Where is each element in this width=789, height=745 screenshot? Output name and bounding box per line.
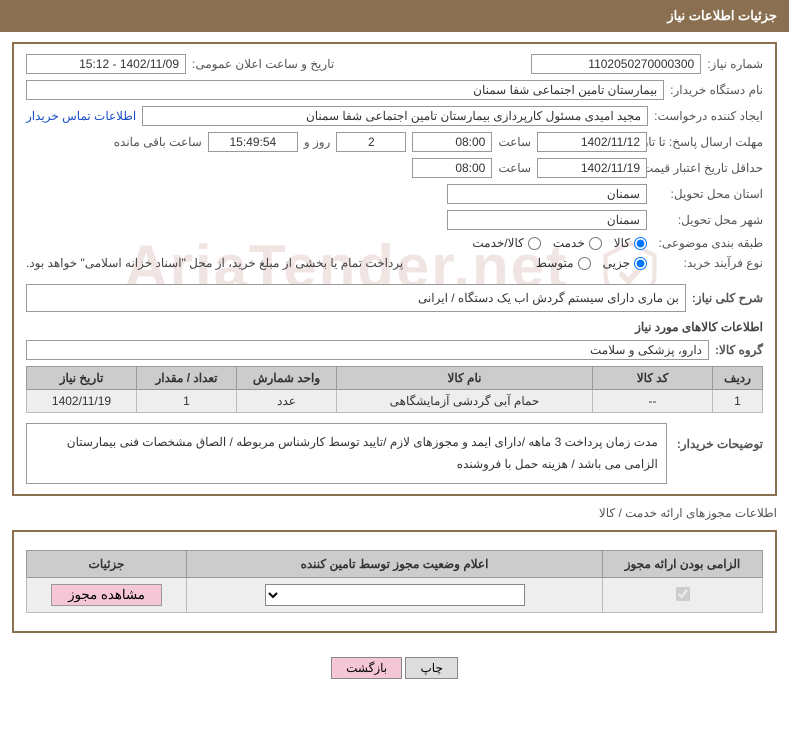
buyer-org-label: نام دستگاه خریدار: xyxy=(670,83,763,97)
city-label: شهر محل تحویل: xyxy=(653,213,763,227)
time-suffix: ساعت باقی مانده xyxy=(114,135,202,149)
table-cell: عدد xyxy=(237,390,337,413)
buy-medium-option[interactable]: متوسط xyxy=(536,256,591,270)
requester-label: ایجاد کننده درخواست: xyxy=(654,109,763,123)
license-row: مشاهده مجوز xyxy=(27,578,763,613)
row-buyer-org: نام دستگاه خریدار: بیمارستان تامین اجتما… xyxy=(26,80,763,100)
time-remaining-field: 15:49:54 xyxy=(208,132,298,152)
view-license-button[interactable]: مشاهده مجوز xyxy=(51,584,162,606)
table-cell: 1 xyxy=(713,390,763,413)
reply-deadline-label: مهلت ارسال پاسخ: تا تاریخ: xyxy=(653,135,763,149)
buyer-notes-label: توضیحات خریدار: xyxy=(677,423,763,451)
back-button[interactable]: بازگشت xyxy=(331,657,402,679)
goods-group-field: دارو، پزشکی و سلامت xyxy=(26,340,709,360)
row-reply-deadline: مهلت ارسال پاسخ: تا تاریخ: 1402/11/12 سا… xyxy=(26,132,763,152)
days-remaining-field: 2 xyxy=(336,132,406,152)
cat-goods-radio[interactable] xyxy=(634,237,647,250)
row-category: طبقه بندی موضوعی: کالا خدمت کالا/خدمت xyxy=(26,236,763,250)
time-label-2: ساعت xyxy=(498,161,531,175)
col-row: ردیف xyxy=(713,367,763,390)
license-col-detail: جزئیات xyxy=(27,551,187,578)
buy-partial-radio[interactable] xyxy=(634,257,647,270)
buy-partial-label: جزیی xyxy=(603,256,630,270)
table-row: 1--حمام آبی گردشی آزمایشگاهیعدد11402/11/… xyxy=(27,390,763,413)
goods-table: ردیف کد کالا نام کالا واحد شمارش تعداد /… xyxy=(26,366,763,413)
cat-goods-label: کالا xyxy=(614,236,630,250)
goods-table-header-row: ردیف کد کالا نام کالا واحد شمارش تعداد /… xyxy=(27,367,763,390)
days-suffix: روز و xyxy=(304,135,331,149)
row-city: شهر محل تحویل: سمنان xyxy=(26,210,763,230)
license-mandatory-cell xyxy=(603,578,763,613)
cat-goods-option[interactable]: کالا xyxy=(614,236,647,250)
cat-goods-service-radio[interactable] xyxy=(528,237,541,250)
cat-goods-service-label: کالا/خدمت xyxy=(472,236,523,250)
license-status-select[interactable] xyxy=(265,584,525,606)
table-cell: حمام آبی گردشی آزمایشگاهی xyxy=(337,390,593,413)
row-buy-type: نوع فرآیند خرید: جزیی متوسط پرداخت تمام … xyxy=(26,256,763,270)
col-name: نام کالا xyxy=(337,367,593,390)
province-label: استان محل تحویل: xyxy=(653,187,763,201)
reply-time-field: 08:00 xyxy=(412,132,492,152)
row-goods-group: گروه کالا: دارو، پزشکی و سلامت xyxy=(26,340,763,360)
cat-goods-service-option[interactable]: کالا/خدمت xyxy=(472,236,540,250)
buyer-contact-link[interactable]: اطلاعات تماس خریدار xyxy=(26,109,136,123)
col-qty: تعداد / مقدار xyxy=(137,367,237,390)
buy-medium-label: متوسط xyxy=(536,256,574,270)
validity-label: حداقل تاریخ اعتبار قیمت: تا تاریخ: xyxy=(653,161,763,175)
footer-buttons: چاپ بازگشت xyxy=(0,643,789,693)
buyer-notes-box: مدت زمان پرداخت 3 ماهه /دارای ایمد و مجو… xyxy=(26,423,667,484)
need-no-field: 1102050270000300 xyxy=(531,54,701,74)
license-header-row: الزامی بودن ارائه مجوز اعلام وضعیت مجوز … xyxy=(27,551,763,578)
license-table: الزامی بودن ارائه مجوز اعلام وضعیت مجوز … xyxy=(26,550,763,613)
cat-service-label: خدمت xyxy=(553,236,585,250)
table-cell: -- xyxy=(593,390,713,413)
goods-info-title: اطلاعات کالاهای مورد نیاز xyxy=(26,320,763,334)
license-status-cell xyxy=(187,578,603,613)
province-field: سمنان xyxy=(447,184,647,204)
row-requester: ایجاد کننده درخواست: مجید امیدی مسئول کا… xyxy=(26,106,763,126)
buy-partial-option[interactable]: جزیی xyxy=(603,256,647,270)
row-validity: حداقل تاریخ اعتبار قیمت: تا تاریخ: 1402/… xyxy=(26,158,763,178)
category-label: طبقه بندی موضوعی: xyxy=(653,236,763,250)
buyer-notes-row: توضیحات خریدار: مدت زمان پرداخت 3 ماهه /… xyxy=(26,423,763,484)
row-desc: شرح کلی نیاز: بن ماری دارای سیستم گردش ا… xyxy=(26,284,763,312)
main-info-frame: AriaTender.net شماره نیاز: 1102050270000… xyxy=(12,42,777,496)
license-col-mandatory: الزامی بودن ارائه مجوز xyxy=(603,551,763,578)
cat-service-option[interactable]: خدمت xyxy=(553,236,602,250)
col-date: تاریخ نیاز xyxy=(27,367,137,390)
buy-type-label: نوع فرآیند خرید: xyxy=(653,256,763,270)
buy-note: پرداخت تمام یا بخشی از مبلغ خرید، از محل… xyxy=(26,256,403,270)
validity-time-field: 08:00 xyxy=(412,158,492,178)
requester-field: مجید امیدی مسئول کارپردازی بیمارستان تام… xyxy=(142,106,648,126)
goods-group-label: گروه کالا: xyxy=(715,343,763,357)
page-title: جزئیات اطلاعات نیاز xyxy=(667,8,777,23)
desc-label: شرح کلی نیاز: xyxy=(692,291,763,305)
cat-service-radio[interactable] xyxy=(589,237,602,250)
page-header: جزئیات اطلاعات نیاز xyxy=(0,0,789,32)
license-mandatory-checkbox xyxy=(676,587,690,601)
license-col-status: اعلام وضعیت مجوز توسط تامین کننده xyxy=(187,551,603,578)
reply-date-field: 1402/11/12 xyxy=(537,132,647,152)
validity-date-field: 1402/11/19 xyxy=(537,158,647,178)
category-radio-group: کالا خدمت کالا/خدمت xyxy=(472,236,647,250)
time-label-1: ساعت xyxy=(498,135,531,149)
desc-field: بن ماری دارای سیستم گردش اب یک دستگاه / … xyxy=(26,284,686,312)
license-detail-cell: مشاهده مجوز xyxy=(27,578,187,613)
need-no-label: شماره نیاز: xyxy=(707,57,763,71)
row-need-no: شماره نیاز: 1102050270000300 تاریخ و ساع… xyxy=(26,54,763,74)
buy-medium-radio[interactable] xyxy=(578,257,591,270)
license-section-title: اطلاعات مجوزهای ارائه خدمت / کالا xyxy=(12,506,777,520)
license-frame: الزامی بودن ارائه مجوز اعلام وضعیت مجوز … xyxy=(12,530,777,633)
city-field: سمنان xyxy=(447,210,647,230)
col-code: کد کالا xyxy=(593,367,713,390)
row-province: استان محل تحویل: سمنان xyxy=(26,184,763,204)
buyer-org-field: بیمارستان تامین اجتماعی شفا سمنان xyxy=(26,80,664,100)
table-cell: 1 xyxy=(137,390,237,413)
col-unit: واحد شمارش xyxy=(237,367,337,390)
buy-type-radio-group: جزیی متوسط xyxy=(536,256,647,270)
print-button[interactable]: چاپ xyxy=(405,657,457,679)
announce-field: 1402/11/09 - 15:12 xyxy=(26,54,186,74)
announce-label: تاریخ و ساعت اعلان عمومی: xyxy=(192,57,334,71)
table-cell: 1402/11/19 xyxy=(27,390,137,413)
